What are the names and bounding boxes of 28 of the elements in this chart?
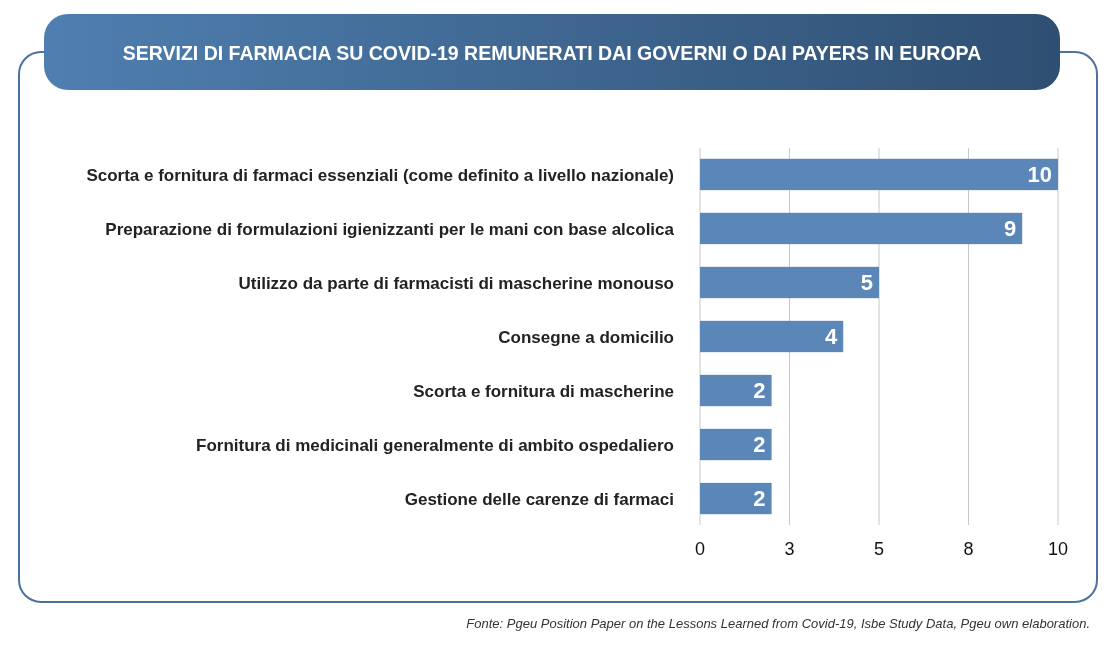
bar [700,266,879,299]
y-tick-label: Preparazione di formulazioni igienizzanti per le mani con base alcolica [105,219,675,239]
bar [700,158,1058,191]
bar [700,482,772,515]
x-tick-label: 5 [873,539,885,560]
y-tick-label: Scorta e fornitura di mascherine [413,381,674,401]
data-label: 2 [753,432,766,458]
bar [700,428,772,461]
data-label: 4 [824,324,838,350]
y-tick-label: Gestione delle carenze di farmaci [404,489,674,509]
data-label: 5 [860,270,873,296]
data-label: 9 [1003,216,1017,242]
data-label: 2 [753,378,766,404]
bar [700,212,1023,245]
x-tick-label: 3 [784,539,795,560]
chart-title: SERVIZI DI FARMACIA SU COVID-19 REMUNERATI DAI GOVERNI O DAI PAYERS IN EUROPA [122,41,982,64]
y-tick-label: Fornitura di medicinali generalmente di ambito ospedaliero [196,435,674,455]
y-tick-label: Utilizzo da parte di farmacisti di mascherine monouso [238,273,674,293]
x-tick-label: 10 [1047,539,1069,560]
y-tick-label: Scorta e fornitura di farmaci essenziali (come definito a livello nazionale) [86,165,674,185]
x-tick-label: 8 [963,539,974,560]
bar [700,374,772,407]
x-tick-label: 0 [694,539,706,560]
bar [700,320,844,353]
data-label: 2 [753,486,766,512]
y-tick-label: Consegne a domicilio [498,327,674,347]
source-note: Fonte: Pgeu Position Paper on the Lessons Learned from Covid-19, Isbe Study Data, Pgeu own elaboration. [466,615,1090,631]
data-label: 10 [1027,162,1052,188]
